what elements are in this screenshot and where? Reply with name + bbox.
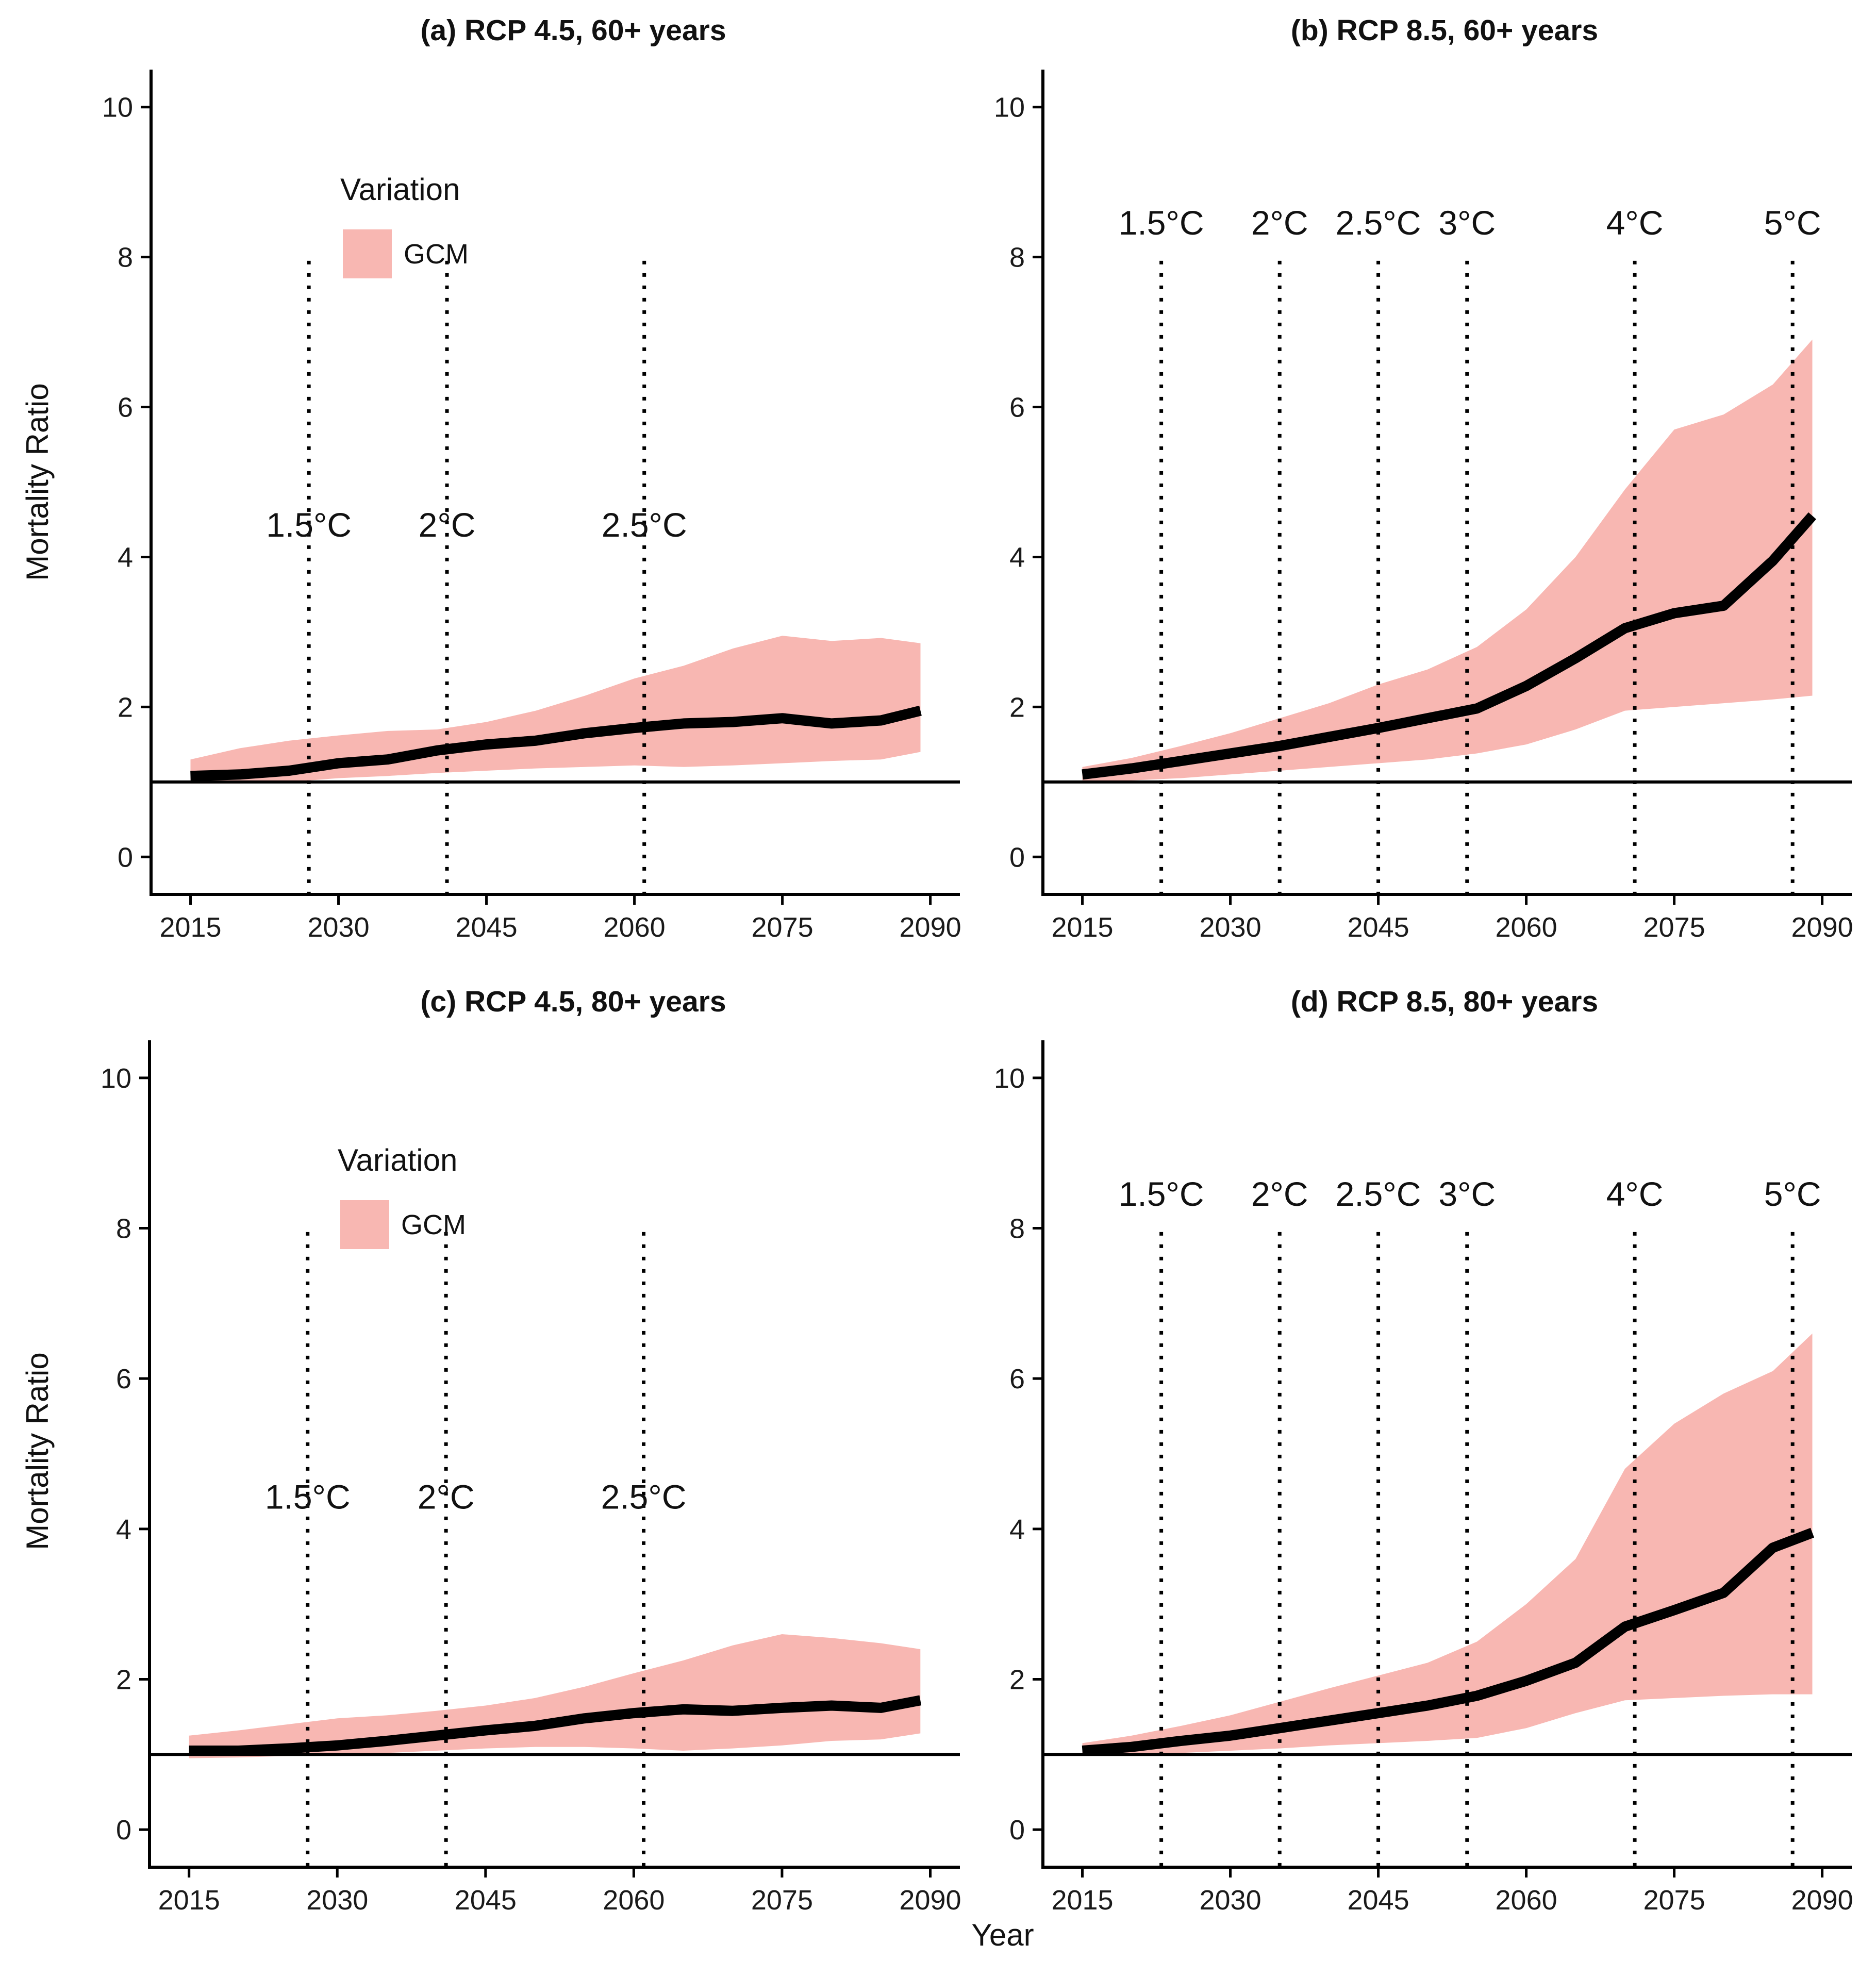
x-tick-label: 2030 [1199, 1885, 1261, 1916]
threshold-label: 1.5°C [266, 506, 352, 544]
threshold-label: 2°C [1251, 1175, 1308, 1213]
chart-panel-d: (d) RCP 8.5, 80+ years 1.5°C 2°C 2.5°C 3°C 4°… [994, 985, 1853, 1916]
legend-label-gcm: GCM [404, 239, 469, 270]
x-tick-label: 2060 [604, 912, 666, 943]
x-tick-label: 2075 [1643, 1885, 1705, 1916]
x-tick-label: 2015 [158, 1885, 220, 1916]
y-tick-label: 8 [1009, 242, 1025, 273]
x-tick-label: 2030 [1199, 912, 1261, 943]
threshold-label: 2°C [419, 506, 476, 544]
y-tick-label: 6 [1009, 1364, 1025, 1394]
x-tick-label: 2030 [307, 912, 369, 943]
gcm-variation-band [1082, 339, 1813, 782]
x-tick-label: 2060 [1496, 912, 1557, 943]
threshold-label: 2.5°C [602, 506, 687, 544]
threshold-label: 5°C [1764, 204, 1821, 242]
x-tick-label: 2090 [899, 1885, 961, 1916]
panel-title: (d) RCP 8.5, 80+ years [1291, 985, 1598, 1018]
x-tick-label: 2015 [1051, 1885, 1113, 1916]
y-tick-label: 10 [102, 92, 133, 123]
y-tick-label: 0 [1009, 1815, 1025, 1846]
threshold-label: 3°C [1438, 1175, 1496, 1213]
mortality-ratio-line [190, 705, 922, 782]
mortality-ratio-line [189, 1695, 922, 1756]
x-tick-label: 2060 [603, 1885, 665, 1916]
panel-title: (a) RCP 4.5, 60+ years [420, 14, 726, 47]
x-tick-label: 2015 [159, 912, 221, 943]
y-axis-title-top: Mortality Ratio [20, 383, 55, 580]
chart-panel-b: (b) RCP 8.5, 60+ years 1.5°C 2°C 2.5°C 3°C 4°… [994, 14, 1853, 943]
threshold-label: 3°C [1438, 204, 1496, 242]
y-tick-label: 2 [118, 692, 133, 723]
y-tick-label: 2 [116, 1664, 131, 1695]
legend-title: Variation [340, 172, 460, 207]
y-tick-label: 2 [1009, 692, 1025, 723]
y-tick-label: 6 [116, 1364, 131, 1394]
x-tick-label: 2045 [1347, 1885, 1409, 1916]
threshold-label: 2.5°C [1336, 204, 1421, 242]
chart-panel-c: (c) RCP 4.5, 80+ years 1.5°C 2°C 2.5°C 0 2 4 6 8… [101, 985, 961, 1916]
x-tick-label: 2015 [1051, 912, 1113, 943]
y-tick-label: 4 [116, 1514, 131, 1545]
y-tick-label: 10 [994, 1063, 1025, 1094]
y-tick-label: 6 [118, 392, 133, 423]
chart-panel-a: (a) RCP 4.5, 60+ years 1.5°C 2°C 2.5°C 0 2 4 6 8… [102, 14, 961, 943]
threshold-label: 4°C [1606, 204, 1664, 242]
threshold-label: 1.5°C [1119, 1175, 1204, 1213]
y-tick-label: 8 [1009, 1214, 1025, 1244]
x-tick-label: 2030 [306, 1885, 368, 1916]
x-tick-label: 2075 [752, 912, 814, 943]
legend-swatch-gcm [343, 229, 392, 278]
y-tick-label: 4 [118, 542, 133, 573]
legend: Variation GCM [338, 1143, 466, 1249]
gcm-variation-band [190, 636, 921, 784]
threshold-label: 1.5°C [1119, 204, 1204, 242]
gcm-variation-band [1082, 1333, 1813, 1756]
x-tick-label: 2045 [1347, 912, 1409, 943]
y-tick-label: 0 [1009, 842, 1025, 873]
threshold-label: 2.5°C [1336, 1175, 1421, 1213]
x-tick-label: 2090 [1791, 912, 1853, 943]
legend: Variation GCM [340, 172, 469, 278]
x-tick-label: 2090 [900, 912, 961, 943]
threshold-label: 5°C [1764, 1175, 1821, 1213]
y-tick-label: 10 [994, 92, 1025, 123]
y-tick-label: 10 [101, 1063, 131, 1094]
x-tick-label: 2090 [1791, 1885, 1853, 1916]
x-tick-label: 2060 [1496, 1885, 1557, 1916]
y-tick-label: 4 [1009, 542, 1025, 573]
threshold-label: 1.5°C [265, 1477, 351, 1516]
mortality-ratio-line [1082, 512, 1817, 780]
y-axis-title-bottom: Mortality Ratio [20, 1352, 55, 1550]
y-tick-label: 0 [118, 842, 133, 873]
x-tick-label: 2075 [751, 1885, 813, 1916]
x-tick-label: 2045 [455, 912, 517, 943]
threshold-label: 4°C [1606, 1175, 1664, 1213]
y-tick-label: 0 [116, 1815, 131, 1846]
panel-title: (c) RCP 4.5, 80+ years [420, 985, 726, 1018]
y-tick-label: 8 [116, 1214, 131, 1244]
x-tick-label: 2075 [1643, 912, 1705, 943]
y-tick-label: 6 [1009, 392, 1025, 423]
mortality-ratio-line [1082, 1527, 1815, 1756]
threshold-label: 2°C [418, 1477, 475, 1516]
legend-swatch-gcm [340, 1200, 389, 1249]
x-tick-label: 2045 [455, 1885, 517, 1916]
legend-title: Variation [338, 1143, 457, 1177]
threshold-label: 2°C [1251, 204, 1308, 242]
x-axis-title: Year [971, 1918, 1034, 1952]
legend-label-gcm: GCM [401, 1209, 466, 1240]
threshold-label: 2.5°C [601, 1477, 687, 1516]
gcm-variation-band [189, 1634, 921, 1758]
y-tick-label: 2 [1009, 1664, 1025, 1695]
y-tick-label: 8 [118, 242, 133, 273]
panel-title: (b) RCP 8.5, 60+ years [1291, 14, 1598, 47]
y-tick-label: 4 [1009, 1514, 1025, 1545]
